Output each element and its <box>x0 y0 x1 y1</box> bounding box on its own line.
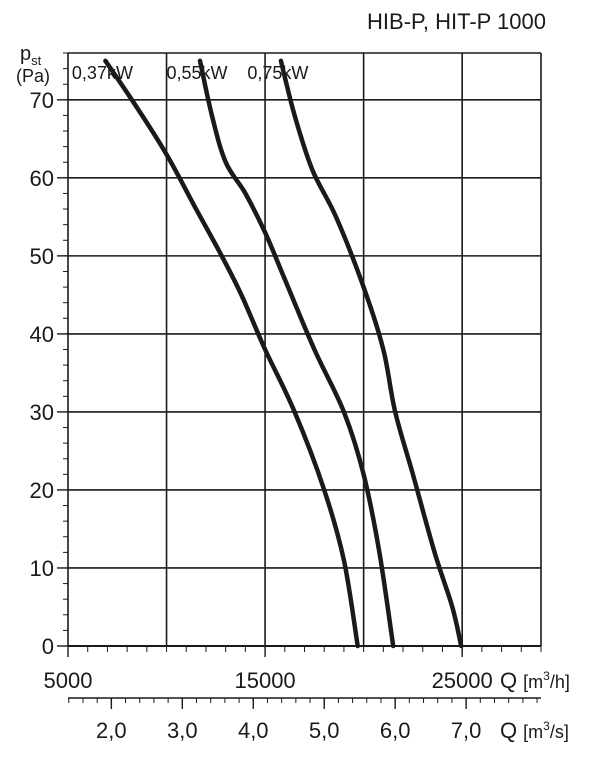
y-tick-label: 50 <box>30 244 54 269</box>
series-line-1 <box>197 58 396 649</box>
y-tick-label: 60 <box>30 166 54 191</box>
series-line-0 <box>103 58 360 649</box>
secondary-x-axis-label: Q [m3/s] <box>500 718 569 743</box>
y-tick-label: 30 <box>30 400 54 425</box>
x2-tick-label: 5,0 <box>309 718 340 743</box>
x-axis-label: Q [m3/h] <box>500 668 570 693</box>
y-tick-label: 10 <box>30 556 54 581</box>
series-label-1: 0,55kW <box>167 63 228 83</box>
x2-tick-label: 2,0 <box>96 718 127 743</box>
secondary-x-axis: 2,0 3,0 4,0 5,0 6,0 7,0 <box>68 697 541 743</box>
x2-tick-label: 3,0 <box>167 718 198 743</box>
series-layer: 0,37kW 0,55kW 0,75kW <box>72 58 464 649</box>
y-axis-unit: (Pa) <box>16 66 50 86</box>
x2-tick-label: 6,0 <box>380 718 411 743</box>
y-axis-ticks: 0 10 20 30 40 50 60 70 <box>30 52 68 659</box>
y-tick-label: 70 <box>30 88 54 113</box>
y-axis-label: pst <box>20 43 42 68</box>
x2-tick-label: 4,0 <box>238 718 269 743</box>
x-tick-label: 5000 <box>44 668 93 693</box>
series-label-2: 0,75kW <box>247 63 308 83</box>
x-tick-label: 25000 <box>432 668 493 693</box>
y-tick-label: 0 <box>42 634 54 659</box>
y-tick-label: 40 <box>30 322 54 347</box>
series-line-2 <box>278 58 464 649</box>
x2-tick-label: 7,0 <box>451 718 482 743</box>
y-tick-label: 20 <box>30 478 54 503</box>
series-label-0: 0,37kW <box>72 63 133 83</box>
chart-title: HIB-P, HIT-P 1000 <box>367 9 546 34</box>
x-tick-label: 15000 <box>234 668 295 693</box>
x-axis-ticks: 5000 15000 25000 <box>44 646 542 693</box>
